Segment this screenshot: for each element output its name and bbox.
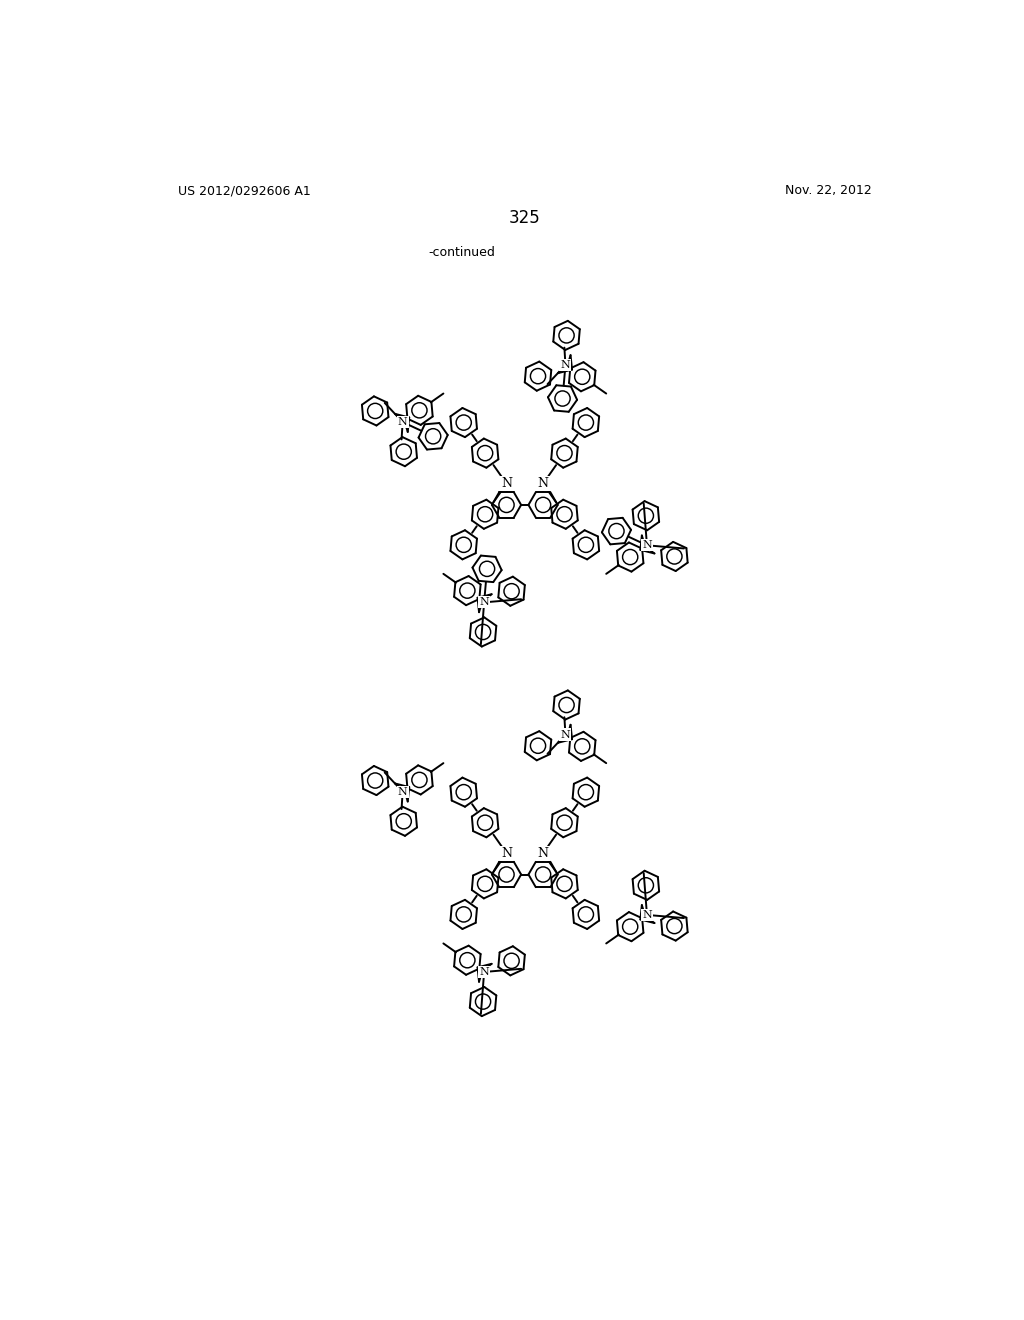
Text: Nov. 22, 2012: Nov. 22, 2012	[784, 185, 871, 197]
Text: N: N	[538, 847, 549, 859]
Text: N: N	[642, 909, 652, 920]
Text: N: N	[501, 478, 512, 490]
Text: N: N	[397, 787, 408, 797]
Text: N: N	[501, 847, 512, 859]
Text: N: N	[560, 360, 570, 370]
Text: N: N	[397, 417, 408, 428]
Text: N: N	[479, 598, 489, 607]
Text: US 2012/0292606 A1: US 2012/0292606 A1	[178, 185, 311, 197]
Text: N: N	[560, 730, 570, 739]
Text: N: N	[642, 540, 652, 550]
Text: -continued: -continued	[428, 246, 495, 259]
Text: N: N	[538, 478, 549, 490]
Text: N: N	[479, 968, 489, 977]
Text: 325: 325	[509, 209, 541, 227]
